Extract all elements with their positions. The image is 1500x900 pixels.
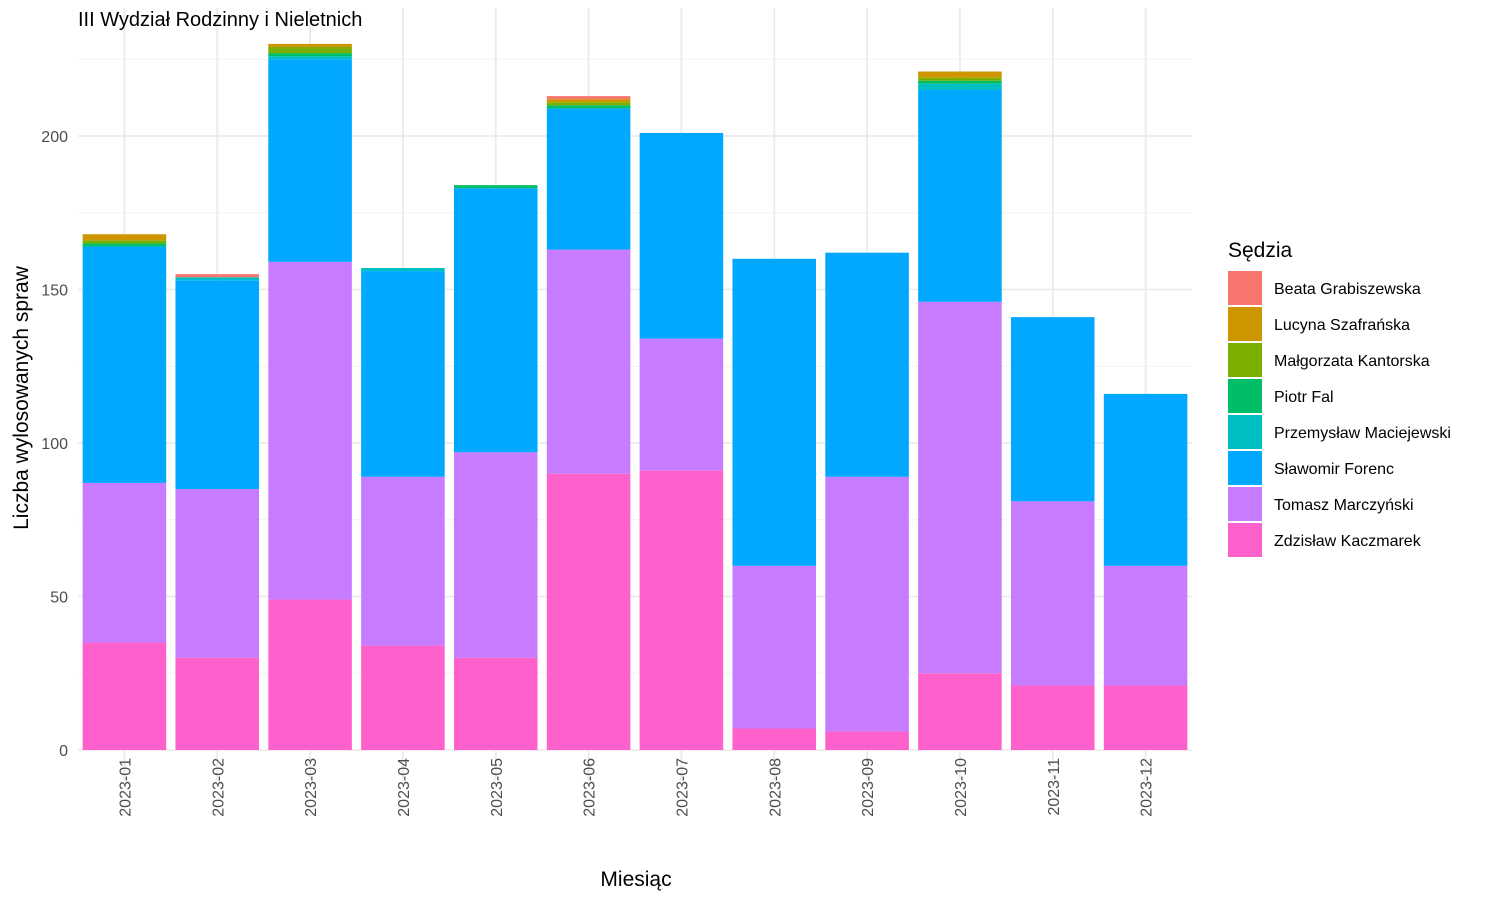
y-tick-label: 0 [59,743,68,760]
bar-segment [1010,501,1095,686]
bar-segment [639,338,724,471]
bar-segment [82,243,167,247]
bar-segment [361,271,445,477]
bar-segment [268,43,352,47]
y-tick-label: 150 [41,283,68,300]
bar-segment [546,102,631,106]
bar-segment [453,452,538,658]
x-tick-label: 2023-04 [396,758,413,817]
y-tick-label: 200 [41,129,68,146]
x-tick-label: 2023-11 [1046,758,1063,816]
y-axis-title: Liczba wylosowanych spraw [10,265,33,530]
legend-label: Tomasz Marczyński [1274,497,1414,514]
bar-segment [361,476,445,646]
bar-segment [732,728,817,750]
bar-segment [639,470,724,750]
bar-segment [825,252,909,477]
bar-segment [732,565,817,729]
legend-label: Zdzisław Kaczmarek [1274,533,1422,550]
legend-key [1228,343,1262,377]
legend-items: Beata Grabiszewska Lucyna Szafrańska Małgo… [1228,271,1451,557]
legend-key [1228,271,1262,305]
bar-segment [82,642,167,750]
bar-segment [918,301,1002,674]
bar-segment [918,89,1002,302]
legend-label: Sławomir Forenc [1274,461,1394,478]
bar-segment [918,673,1002,750]
bar-segment [453,657,538,750]
bar-segment [546,473,631,750]
legend-key [1228,307,1262,341]
bar-segment [82,234,167,241]
bar-segment [546,249,631,474]
bar-segment [1103,685,1188,750]
legend-label: Przemysław Maciejewski [1274,425,1451,442]
bar-segment [268,56,352,60]
bar-segment [82,240,167,244]
legend-label: Lucyna Szafrańska [1274,317,1410,334]
bar-segment [732,258,817,566]
x-tick-label: 2023-08 [767,758,784,817]
x-tick-label: 2023-09 [860,758,877,817]
x-tick-label: 2023-10 [953,758,970,817]
bar-segment [175,280,260,490]
x-axis-title: Miesiąc [600,868,671,891]
bar-segment [361,645,445,750]
legend-key [1228,415,1262,449]
bar-segment [546,96,631,100]
bar-segment [918,83,1002,90]
bar-segment [82,246,167,483]
x-axis-tick-labels: 2023-01 2023-02 2023-03 2023-04 2023-05 2023-… [117,758,1155,817]
legend-key [1228,451,1262,485]
bar-segment [268,599,352,750]
legend-key [1228,487,1262,521]
bar-segment [546,105,631,109]
y-tick-label: 50 [50,590,68,607]
chart-title: III Wydział Rodzinny i Nieletnich [78,9,362,31]
x-tick-label: 2023-06 [582,758,599,817]
bar-segment [546,108,631,250]
bar-segment [546,99,631,103]
bar-segment [268,53,352,57]
bar-segment [82,482,167,643]
x-tick-label: 2023-01 [117,758,134,817]
legend-label: Piotr Fal [1274,389,1334,406]
bar-segment [361,268,445,272]
bar-segment [918,77,1002,81]
x-tick-label: 2023-05 [489,758,506,817]
y-tick-label: 100 [41,436,68,453]
bar-segment [1010,317,1095,502]
bar-segment [825,476,909,732]
bar-segment [825,731,909,750]
y-axis-tick-labels: 0 50 100 150 200 [41,129,68,760]
legend-key [1228,379,1262,413]
legend-label: Małgorzata Kantorska [1274,353,1430,370]
bar-segment [175,489,260,658]
legend-title: Sędzia [1228,239,1293,262]
x-tick-label: 2023-07 [674,758,691,817]
bar-segment [175,657,260,750]
x-tick-label: 2023-02 [210,758,227,817]
bar-segment [175,274,260,278]
bar-segment [918,80,1002,84]
bar-segment [453,188,538,453]
bar-segment [1103,393,1188,566]
bar-segment [175,277,260,281]
bars [82,43,1188,750]
x-tick-label: 2023-12 [1139,758,1156,817]
bar-segment [268,59,352,262]
bar-segment [268,261,352,600]
legend: Sędzia Beata Grabiszewska Lucyna Szafrańs… [1228,239,1451,557]
bar-segment [1103,565,1188,686]
bar-segment [639,132,724,339]
bar-segment [918,71,1002,78]
x-tick-label: 2023-03 [303,758,320,817]
legend-key [1228,523,1262,557]
bar-segment [453,185,538,189]
bar-segment [268,46,352,54]
legend-label: Beata Grabiszewska [1274,281,1421,298]
bar-segment [1010,685,1095,750]
